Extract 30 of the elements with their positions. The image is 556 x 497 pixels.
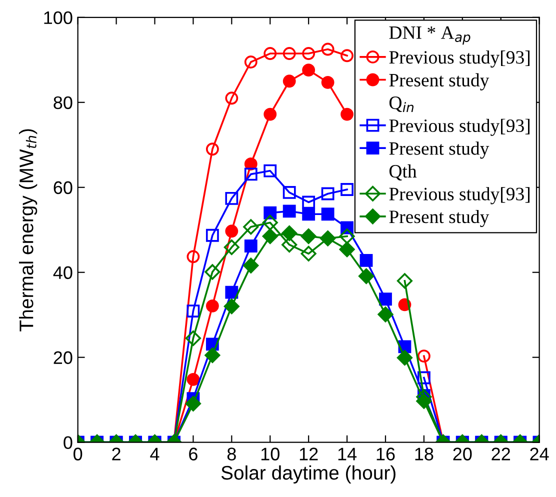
y-tick-label: 100: [44, 11, 72, 24]
x-tick-label: 12: [300, 448, 318, 460]
y-axis-title: Thermal energy (MW$_{th}$): [19, 129, 38, 332]
legend-label: Previous study[93]: [389, 50, 530, 68]
legend-label: Present study: [389, 210, 490, 228]
y-tick-label: 80: [54, 96, 72, 110]
x-tick-label: 22: [492, 448, 510, 460]
x-tick-label: 16: [376, 448, 395, 460]
y-tick-label: 40: [53, 266, 72, 280]
y-tick-label: 0: [64, 436, 72, 450]
x-axis-title: Solar daytime (hour): [221, 465, 396, 484]
x-tick-label: 2: [112, 448, 120, 460]
y-tick-label: 60: [54, 181, 72, 194]
x-tick-label: 20: [453, 448, 472, 460]
legend-label: Previous study[93]: [389, 187, 530, 204]
legend-label: Present study: [389, 73, 490, 90]
annotation: Qth: [389, 164, 417, 180]
x-tick-label: 24: [530, 448, 549, 460]
x-tick-label: 4: [150, 448, 160, 460]
annotation: Q$_{in}$: [389, 96, 414, 112]
x-tick-label: 6: [189, 448, 198, 460]
x-tick-label: 0: [74, 448, 82, 460]
y-tick-label: 20: [54, 351, 72, 364]
x-tick-label: 8: [227, 448, 236, 460]
legend-label: Previous study[93]: [389, 118, 530, 136]
x-tick-label: 18: [415, 448, 434, 460]
annotation: DNI * A$_{ap}$: [389, 26, 470, 45]
legend-label: Present study: [389, 142, 490, 159]
x-tick-label: 10: [261, 448, 280, 460]
x-tick-label: 14: [338, 448, 357, 460]
